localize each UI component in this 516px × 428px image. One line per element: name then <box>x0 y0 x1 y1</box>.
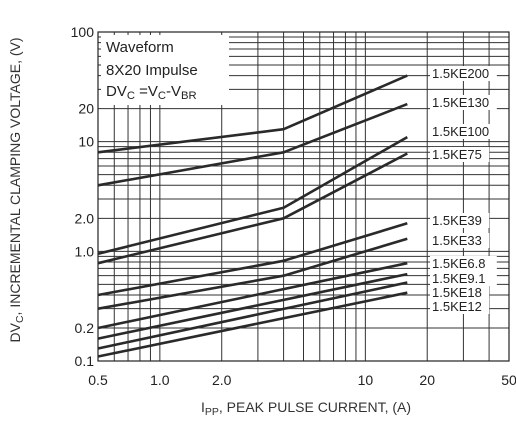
x-axis-title: IPP, PEAK PULSE CURRENT, (A) <box>201 399 411 418</box>
series-line <box>97 237 408 310</box>
series-label-bg <box>430 95 497 110</box>
series-label: 1.5KE75 <box>432 147 482 162</box>
series-label-bg <box>430 285 490 300</box>
legend-box <box>101 35 229 105</box>
x-tick-label: 10 <box>358 372 374 388</box>
series-label: 1.5KE39 <box>432 213 482 228</box>
series-label-bg <box>430 66 497 81</box>
series-label-bg <box>430 124 497 139</box>
x-tick-label: 0.5 <box>88 372 108 388</box>
y-tick-label: 0.2 <box>75 320 95 336</box>
y-tick-label: 10 <box>78 134 94 150</box>
y-tick-label: 2.0 <box>75 210 95 226</box>
x-tick-label: 50 <box>501 372 516 388</box>
series-line <box>97 291 408 358</box>
series-label-bg <box>430 233 490 248</box>
series-line <box>97 102 408 187</box>
y-tick-label: 0.1 <box>75 353 95 369</box>
legend-line-2: 8X20 Impulse <box>106 62 198 79</box>
series-line <box>97 272 408 340</box>
legend-line-1: Waveform <box>106 39 174 56</box>
series-label: 1.5KE100 <box>432 124 489 139</box>
series-label-bg <box>430 147 490 162</box>
series-line <box>97 222 408 297</box>
series-label-bg <box>430 213 490 228</box>
x-tick-label: 2.0 <box>212 372 232 388</box>
series-line <box>97 135 408 256</box>
series-label-bg <box>430 271 497 286</box>
x-tick-label: 1.0 <box>150 372 170 388</box>
series-label-bg <box>430 299 490 314</box>
series-label: 1.5KE9.1 <box>432 271 486 286</box>
series-label: 1.5KE33 <box>432 233 482 248</box>
y-tick-label: 20 <box>78 101 94 117</box>
chart-ticks: 0.5 1.0 2.0 10 20 50 100 20 10 2.0 1.0 0.2 0.1 <box>71 24 516 388</box>
legend-line-3: DVC =VC-VBR <box>106 83 197 102</box>
series-line <box>97 152 408 265</box>
series-line <box>97 261 408 330</box>
series-label: 1.5KE12 <box>432 299 482 314</box>
chart-legend: Waveform 8X20 Impulse DVC =VC-VBR <box>101 35 229 105</box>
y-tick-label: 1.0 <box>75 243 95 259</box>
series-label: 1.5KE130 <box>432 95 489 110</box>
chart-axis-titles: IPP, PEAK PULSE CURRENT, (A) DVC, INCREME… <box>7 37 411 418</box>
series-label: 1.5KE6.8 <box>432 256 486 271</box>
series-line <box>97 74 408 154</box>
series-label: 1.5KE200 <box>432 66 489 81</box>
chart-series: 1.5KE200 1.5KE130 1.5KE100 1.5KE75 1.5KE39 1.… <box>97 66 497 358</box>
plot-frame <box>97 31 510 362</box>
x-tick-label: 20 <box>419 372 435 388</box>
y-tick-label: 100 <box>71 24 95 40</box>
series-line <box>97 281 408 350</box>
series-label: 1.5KE18 <box>432 285 482 300</box>
series-label-bg <box>430 256 497 271</box>
y-axis-title: DVC, INCREMENTAL CLAMPING VOLTAGE, (V) <box>7 37 26 342</box>
